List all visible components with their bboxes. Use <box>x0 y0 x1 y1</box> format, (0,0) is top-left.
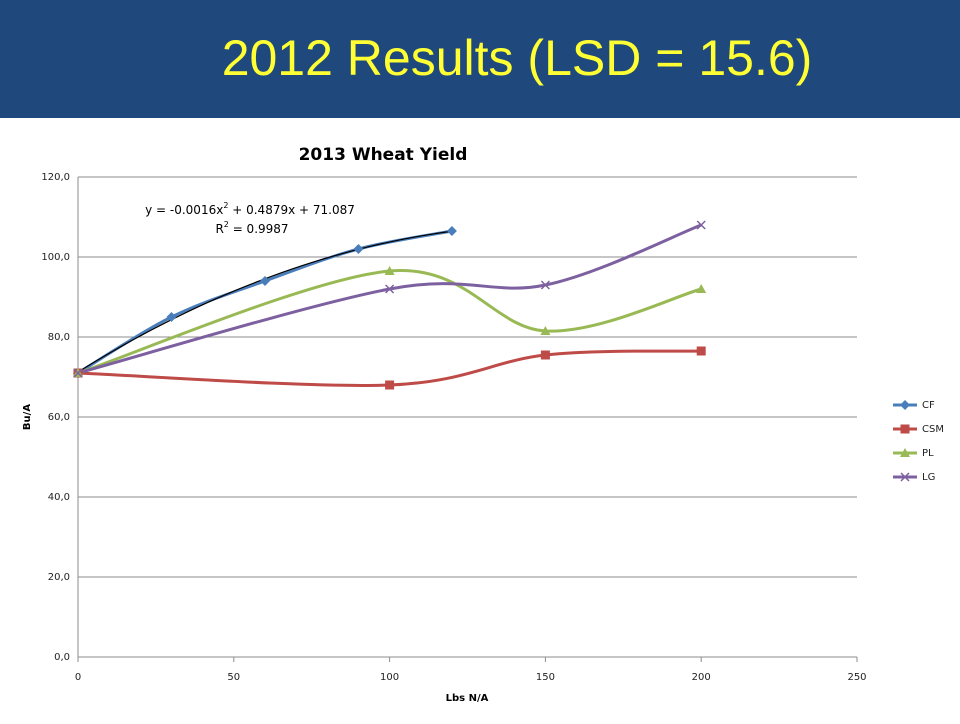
series-line <box>77 269 702 375</box>
x-tick-label: 100 <box>380 672 399 683</box>
x-axis-title: Lbs N/A <box>446 693 489 704</box>
r-squared-part: R <box>215 222 223 236</box>
y-axis-title: Bu/A <box>22 404 33 430</box>
equation-exponent: 2 <box>223 201 228 210</box>
series-line <box>77 349 702 387</box>
marker <box>446 226 457 236</box>
marker <box>696 284 707 293</box>
y-tick-label: 80,0 <box>48 332 70 343</box>
chart-title: 2013 Wheat Yield <box>299 145 468 165</box>
x-tick-label: 50 <box>227 672 240 683</box>
equation-part: y = -0.0016x <box>145 203 223 217</box>
legend-label: CSM <box>922 424 944 435</box>
r-squared-part: = 0.9987 <box>229 222 289 236</box>
y-tick-label: 0,0 <box>54 652 70 663</box>
legend-marker <box>900 472 910 482</box>
marker <box>540 280 550 290</box>
equation-part: + 0.4879x + 71.087 <box>228 203 354 217</box>
x-tick-label: 200 <box>692 672 711 683</box>
y-tick-label: 40,0 <box>48 492 70 503</box>
marker <box>385 380 395 390</box>
r-squared-exponent: 2 <box>224 220 229 229</box>
marker <box>696 346 706 356</box>
header-band <box>0 0 960 118</box>
marker <box>166 312 177 322</box>
y-tick-label: 20,0 <box>48 572 70 583</box>
x-tick-label: 150 <box>536 672 555 683</box>
marker <box>73 368 83 378</box>
slide-title: 2012 Results (LSD = 15.6) <box>222 30 813 86</box>
marker <box>353 244 364 254</box>
marker <box>259 276 270 286</box>
legend-marker <box>900 400 910 410</box>
legend-label: CF <box>922 400 935 411</box>
legend-label: PL <box>922 448 934 459</box>
legend-marker <box>900 424 910 434</box>
y-tick-label: 120,0 <box>41 172 70 183</box>
legend-label: LG <box>922 472 935 483</box>
x-tick-label: 250 <box>847 672 866 683</box>
legend-marker <box>900 448 910 457</box>
marker <box>385 284 395 294</box>
series-line <box>77 223 702 375</box>
trendline-equation: y = -0.0016x2 + 0.4879x + 71.087 <box>145 201 355 217</box>
y-tick-label: 60,0 <box>48 412 70 423</box>
marker <box>540 326 551 335</box>
marker <box>384 266 395 275</box>
x-tick-label: 0 <box>75 672 81 683</box>
marker <box>696 220 706 230</box>
y-tick-label: 100,0 <box>41 252 70 263</box>
marker <box>540 350 550 360</box>
trendline-r-squared: R2 = 0.9987 <box>215 220 288 236</box>
